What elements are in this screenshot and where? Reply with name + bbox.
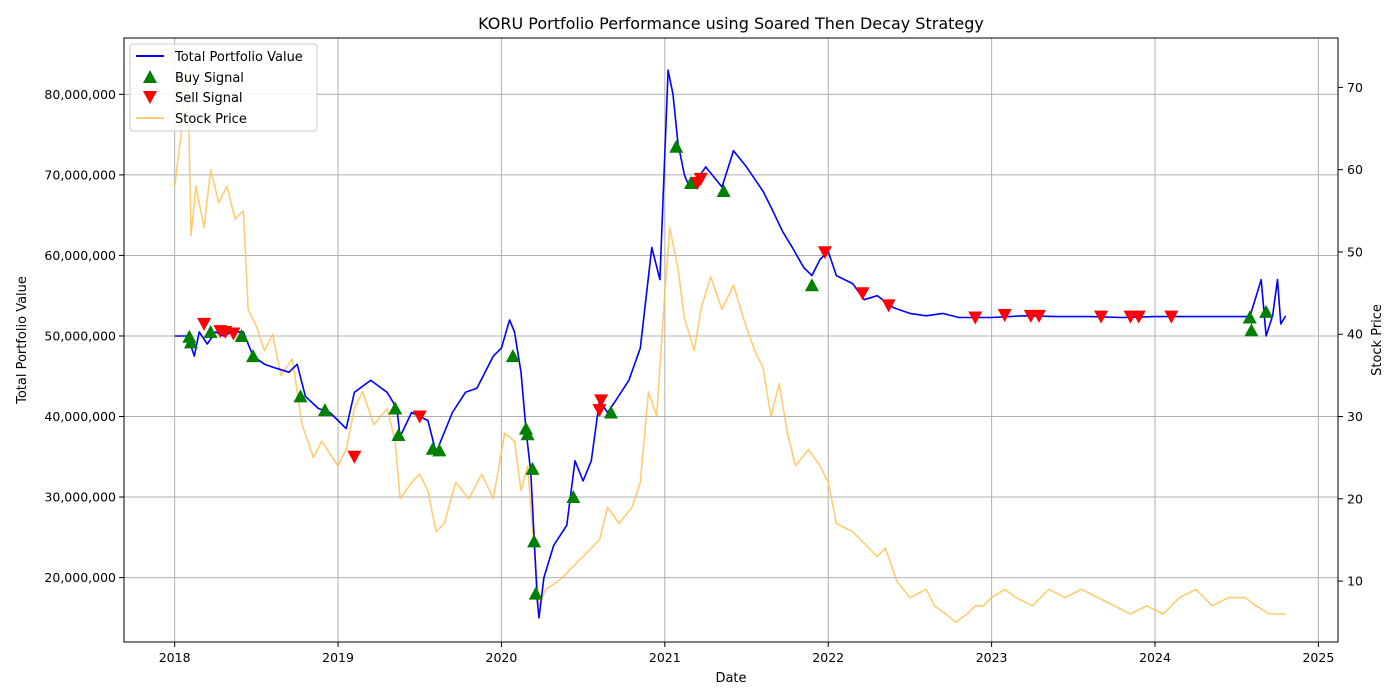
buy-signal-marker: [246, 349, 261, 363]
sell-signal-marker: [347, 450, 362, 464]
left-axis-label: Total Portfolio Value: [15, 276, 30, 405]
buy-signal-marker: [527, 534, 542, 548]
x-tick-label: 2019: [322, 650, 354, 665]
sell-signal-marker: [592, 404, 607, 418]
right-tick-label: 40: [1347, 327, 1363, 342]
right-tick-label: 50: [1347, 244, 1363, 259]
sell-signal-marker: [412, 410, 427, 424]
right-tick-label: 30: [1347, 409, 1363, 424]
legend-swatch-buy: [143, 70, 157, 83]
grid-lines: [124, 38, 1338, 642]
right-axis-ticks: 10 20 30 40 50 60 70: [1338, 80, 1363, 589]
buy-signal-marker: [804, 278, 819, 292]
right-tick-label: 70: [1347, 80, 1363, 95]
signal-markers: [182, 139, 1274, 600]
sell-signal-marker: [594, 394, 609, 408]
buy-signal-marker: [293, 389, 308, 403]
x-tick-label: 2018: [159, 650, 191, 665]
right-axis-label: Stock Price: [1370, 304, 1385, 376]
buy-signal-marker: [1242, 310, 1257, 324]
sell-signal-marker: [197, 317, 212, 331]
sell-signal-marker: [226, 327, 241, 341]
buy-signal-marker: [1259, 304, 1274, 318]
buy-signal-marker: [432, 443, 447, 457]
sell-signal-marker: [855, 287, 870, 301]
plot-frame: [123, 37, 1339, 643]
chart-title: KORU Portfolio Performance using Soared …: [478, 14, 984, 33]
buy-signal-marker: [528, 586, 543, 600]
sell-signal-marker: [968, 311, 983, 325]
sell-signal-marker: [693, 172, 708, 186]
stock-price-line: [173, 61, 1286, 624]
x-tick-label: 2024: [1139, 650, 1171, 665]
buy-signal-marker: [1244, 323, 1259, 337]
buy-signal-marker: [388, 401, 403, 415]
x-tick-label: 2025: [1302, 650, 1334, 665]
legend-label-portfolio: Total Portfolio Value: [174, 50, 303, 65]
left-tick-label: 70,000,000: [44, 167, 116, 182]
left-tick-label: 30,000,000: [44, 490, 116, 505]
left-tick-label: 80,000,000: [44, 87, 116, 102]
left-tick-label: 20,000,000: [44, 570, 116, 585]
buy-signal-marker: [716, 184, 731, 198]
portfolio-value-series: [174, 69, 1287, 619]
sell-signal-marker: [1131, 310, 1146, 324]
legend-label-stock: Stock Price: [175, 112, 247, 127]
buy-signal-marker: [603, 405, 618, 419]
buy-signal-marker: [669, 139, 684, 153]
legend-label-sell: Sell Signal: [175, 91, 243, 106]
buy-signal-marker: [566, 490, 581, 504]
legend-box: [129, 43, 318, 132]
x-tick-label: 2022: [812, 650, 844, 665]
left-tick-label: 60,000,000: [44, 248, 116, 263]
legend-swatch-sell: [143, 91, 157, 104]
sell-signal-marker: [997, 309, 1012, 323]
buy-signal-marker: [505, 349, 520, 363]
stock-price-series: [173, 61, 1286, 624]
right-tick-label: 60: [1347, 162, 1363, 177]
x-tick-label: 2023: [976, 650, 1008, 665]
legend: Total Portfolio Value Buy Signal Sell Si…: [129, 43, 318, 132]
sell-signal-marker: [1094, 310, 1109, 324]
x-tick-label: 2021: [649, 650, 681, 665]
legend-label-buy: Buy Signal: [175, 71, 244, 86]
buy-signal-marker: [520, 427, 535, 441]
right-tick-label: 10: [1347, 574, 1363, 589]
sell-signal-marker: [881, 299, 896, 313]
left-tick-label: 50,000,000: [44, 328, 116, 343]
buy-signal-marker: [317, 403, 332, 417]
buy-signal-marker: [203, 324, 218, 338]
buy-signal-marker: [525, 461, 540, 475]
sell-signal-marker: [1164, 310, 1179, 324]
left-axis-ticks: 20,000,000 30,000,000 40,000,000 50,000,000…: [44, 87, 124, 585]
portfolio-value-line: [174, 69, 1287, 619]
x-axis-ticks: 2018 2019 2020 2021 2022 2023 2024 2025: [159, 642, 1334, 665]
x-axis-label: Date: [715, 671, 746, 686]
right-tick-label: 20: [1347, 491, 1363, 506]
buy-signal-marker: [391, 428, 406, 442]
buy-signal-marker: [234, 328, 249, 342]
left-tick-label: 40,000,000: [44, 409, 116, 424]
x-tick-label: 2020: [486, 650, 518, 665]
sell-signal-marker: [817, 246, 832, 260]
sell-signal-marker: [1031, 309, 1046, 323]
buy-signal-marker: [183, 335, 198, 349]
buy-signal-marker: [683, 175, 698, 189]
